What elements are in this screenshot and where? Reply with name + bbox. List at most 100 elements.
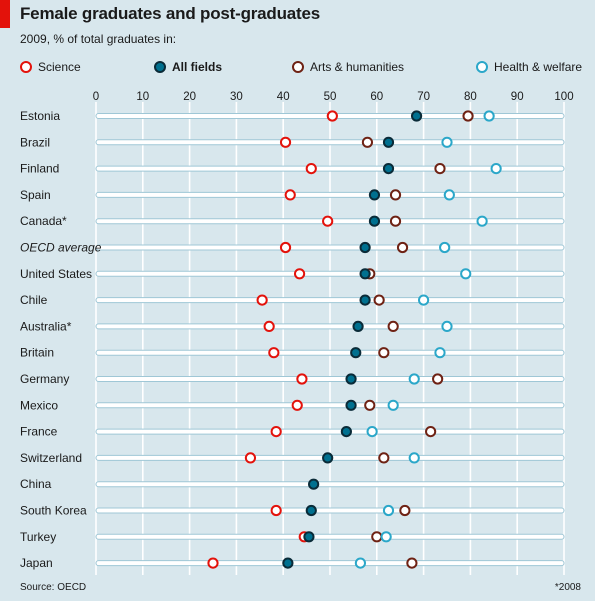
row-track-china [95, 481, 565, 488]
point-all-fields-china [308, 478, 320, 490]
point-all-fields-spain [368, 189, 381, 201]
point-science-brazil [279, 136, 292, 148]
x-tick-label-90: 90 [511, 91, 524, 103]
point-all-fields-brazil [382, 136, 395, 148]
legend-label-science: Science [38, 60, 81, 74]
point-health-finland [490, 163, 502, 175]
chart-title: Female graduates and post-graduates [20, 4, 321, 23]
point-arts-australia [387, 320, 399, 332]
row-track-united-states [95, 270, 565, 277]
legend-label-all-fields: All fields [172, 60, 223, 74]
point-all-fields-estonia [410, 110, 423, 122]
point-science-estonia [326, 110, 338, 122]
row-label-oecd-average: OECD average [20, 241, 102, 255]
point-health-japan [354, 557, 367, 569]
row-label-united-states: United States [20, 267, 92, 281]
row-label-switzerland: Switzerland [20, 451, 82, 465]
point-arts-oecd-average [396, 241, 409, 254]
point-arts-germany [432, 373, 444, 385]
point-all-fields-britain [350, 347, 362, 359]
point-science-united-states [293, 268, 306, 280]
point-health-canada [476, 215, 488, 227]
point-health-chile [418, 294, 430, 306]
row-label-britain: Britain [20, 346, 54, 360]
x-tick-label-10: 10 [136, 91, 149, 103]
point-health-south-korea [382, 504, 395, 517]
point-arts-switzerland [378, 452, 390, 464]
point-arts-chile [373, 294, 385, 306]
source-note: Source: OECD [20, 582, 87, 593]
point-all-fields-canada [368, 215, 381, 227]
row-track-japan [95, 560, 565, 567]
legend-marker-arts [292, 61, 304, 73]
legend-marker-health [476, 61, 488, 73]
row-label-estonia: Estonia [20, 109, 60, 123]
point-health-switzerland [408, 452, 420, 464]
point-health-mexico [387, 399, 399, 411]
row-label-finland: Finland [20, 162, 59, 176]
row-track-oecd-average [95, 244, 565, 251]
row-label-canada: Canada* [20, 214, 67, 228]
row-label-japan: Japan [20, 556, 53, 570]
x-tick-label-0: 0 [93, 91, 99, 103]
legend-item-science: Science [20, 60, 81, 74]
point-science-mexico [291, 399, 303, 411]
legend-item-arts: Arts & humanities [292, 60, 404, 74]
row-track-germany [95, 376, 565, 382]
legend: Science All fields Arts & humanities Hea… [0, 60, 595, 78]
legend-marker-all-fields [154, 61, 166, 73]
row-label-australia: Australia* [20, 319, 72, 333]
point-health-united-states [460, 268, 472, 280]
footnote: *2008 [554, 582, 581, 593]
point-arts-south-korea [399, 504, 411, 517]
x-tick-label-80: 80 [464, 91, 477, 103]
point-arts-spain [389, 189, 402, 201]
point-health-australia [441, 320, 453, 332]
point-all-fields-germany [345, 373, 357, 385]
x-tick-label-40: 40 [277, 91, 290, 103]
legend-marker-science [20, 61, 32, 73]
row-track-south-korea [95, 507, 565, 514]
row-label-mexico: Mexico [20, 398, 58, 412]
point-science-australia [263, 320, 275, 332]
point-health-oecd-average [439, 241, 451, 254]
point-arts-britain [378, 347, 390, 359]
row-track-britain [95, 349, 565, 356]
row-label-turkey: Turkey [20, 530, 56, 544]
point-science-finland [305, 163, 317, 175]
point-arts-japan [406, 557, 418, 569]
point-science-south-korea [270, 504, 282, 517]
point-arts-france [425, 426, 437, 438]
point-arts-brazil [361, 136, 374, 148]
brand-tag [0, 0, 10, 28]
point-health-britain [434, 347, 446, 359]
x-tick-label-70: 70 [417, 91, 430, 103]
row-label-spain: Spain [20, 188, 51, 202]
point-all-fields-finland [382, 163, 395, 175]
legend-label-health: Health & welfare [494, 60, 583, 74]
row-label-china: China [20, 477, 52, 491]
point-science-britain [268, 347, 280, 359]
x-tick-label-60: 60 [370, 91, 383, 103]
point-all-fields-united-states [359, 268, 371, 280]
point-health-germany [408, 373, 420, 385]
point-all-fields-australia [352, 320, 364, 332]
point-arts-estonia [462, 110, 474, 122]
point-arts-mexico [364, 399, 376, 411]
chart-subtitle: 2009, % of total graduates in: [20, 32, 177, 46]
point-science-spain [284, 189, 296, 201]
point-health-spain [443, 189, 455, 201]
row-track-spain [95, 191, 565, 198]
legend-label-arts: Arts & humanities [310, 60, 405, 74]
row-track-chile [95, 297, 565, 304]
row-track-australia [95, 323, 565, 330]
row-track-turkey [95, 533, 565, 540]
point-arts-canada [389, 215, 402, 227]
row-track-mexico [95, 402, 565, 409]
legend-item-health: Health & welfare [476, 60, 582, 74]
point-health-brazil [441, 136, 453, 148]
point-arts-finland [434, 163, 446, 175]
point-arts-turkey [371, 531, 383, 543]
row-track-france [95, 428, 565, 435]
